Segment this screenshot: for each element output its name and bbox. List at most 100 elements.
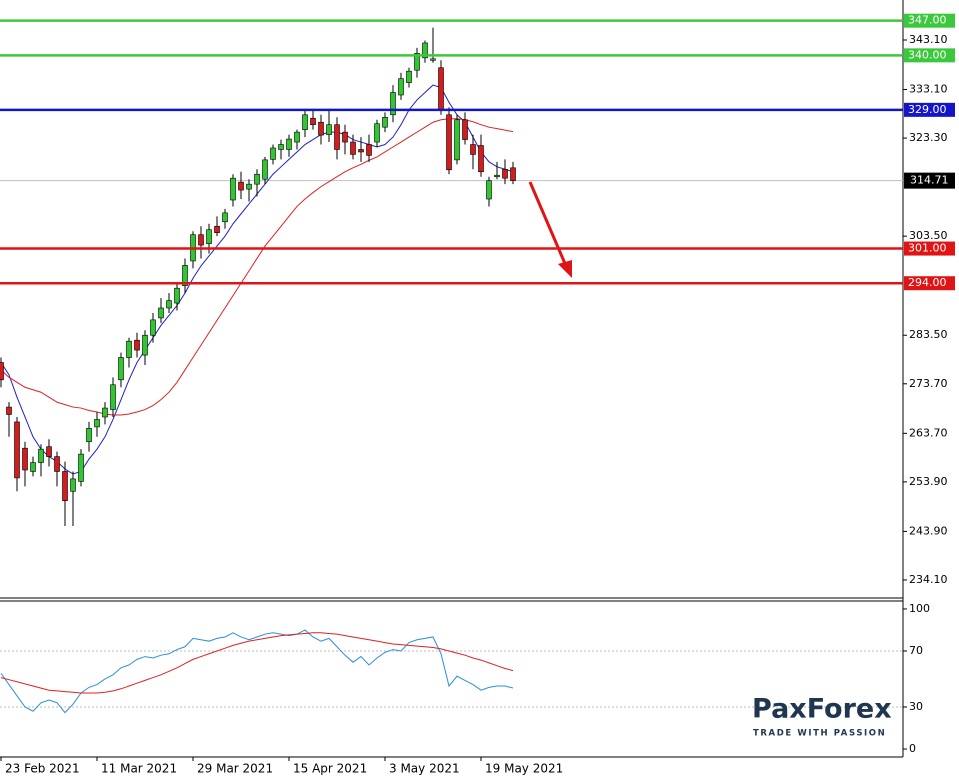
level-label-box xyxy=(904,102,955,117)
candle-body xyxy=(334,124,340,150)
candle-body xyxy=(318,121,324,136)
candle-body xyxy=(174,287,180,304)
candle-body xyxy=(150,319,156,336)
candle-body xyxy=(462,119,468,140)
arrow-shaft xyxy=(528,181,568,267)
candle-body xyxy=(270,147,276,160)
candle-body xyxy=(182,265,188,287)
candle-body xyxy=(342,131,348,143)
y-tick-label: 283.50 xyxy=(909,328,948,341)
candle-body xyxy=(78,453,84,482)
y-tick-label: 0 xyxy=(909,742,916,755)
last-price-box xyxy=(904,172,955,189)
candle-body xyxy=(102,407,108,418)
candle-body xyxy=(166,300,172,309)
candle-body xyxy=(0,362,4,381)
level-label-box xyxy=(904,48,955,63)
candle-body xyxy=(214,225,220,233)
candle-body xyxy=(62,471,68,501)
x-tick-label: 15 Apr 2021 xyxy=(293,762,367,776)
y-tick-label: 343.10 xyxy=(909,33,948,46)
candle-body xyxy=(246,183,252,190)
oscillator-line xyxy=(0,629,514,714)
candle-body xyxy=(254,173,260,185)
candle-body xyxy=(486,180,492,200)
candle-body xyxy=(502,168,508,179)
candle-body xyxy=(30,462,36,472)
candle-body xyxy=(158,307,164,319)
candle-body xyxy=(350,141,356,155)
candle-body xyxy=(430,58,436,61)
candle-body xyxy=(134,339,140,351)
candle-body xyxy=(382,116,388,128)
candle-body xyxy=(310,117,316,126)
candle-body xyxy=(206,229,212,244)
candle-body xyxy=(390,92,396,116)
candle-body xyxy=(118,357,124,381)
x-tick-label: 3 May 2021 xyxy=(389,762,460,776)
y-tick-label: 323.30 xyxy=(909,131,948,144)
candle-body xyxy=(142,334,148,356)
level-label-box xyxy=(904,13,955,28)
candle-body xyxy=(126,340,132,358)
candle-body xyxy=(454,119,460,161)
candle-body xyxy=(358,149,364,153)
x-tick-label: 11 Mar 2021 xyxy=(101,762,177,776)
last-price-label: 314.71 xyxy=(910,174,949,187)
y-tick-label: 273.70 xyxy=(909,377,948,390)
candle-body xyxy=(446,114,452,171)
candle-body xyxy=(294,131,300,143)
candle-body xyxy=(286,138,292,150)
candle-body xyxy=(110,384,116,410)
candle-body xyxy=(230,177,236,201)
y-tick-label: 100 xyxy=(909,602,930,615)
candle-body xyxy=(414,53,420,71)
candle-body xyxy=(46,446,52,457)
candle-body xyxy=(14,421,20,479)
level-label: 340.00 xyxy=(908,48,947,61)
candle-body xyxy=(478,145,484,173)
candle-body xyxy=(278,144,284,150)
candle-body xyxy=(94,419,100,428)
y-tick-label: 253.90 xyxy=(909,475,948,488)
candle-body xyxy=(86,428,92,443)
candle-body xyxy=(422,42,428,59)
candle-body xyxy=(238,181,244,191)
candle-body xyxy=(398,78,404,96)
x-tick-label: 29 Mar 2021 xyxy=(197,762,273,776)
candle-body xyxy=(326,124,332,135)
logo-name: PaxForex xyxy=(752,694,892,725)
x-tick-label: 19 May 2021 xyxy=(485,762,563,776)
y-tick-label: 333.10 xyxy=(909,83,948,96)
candle-body xyxy=(438,67,444,111)
candle-body xyxy=(374,123,380,143)
y-tick-label: 30 xyxy=(909,700,923,713)
arrow-head xyxy=(558,260,572,278)
candle-body xyxy=(470,144,476,155)
y-tick-label: 303.50 xyxy=(909,229,948,242)
candle-body xyxy=(38,448,44,463)
candle-body xyxy=(222,212,228,223)
level-label: 294.00 xyxy=(908,276,947,289)
moving-average xyxy=(0,118,514,416)
candle-body xyxy=(366,144,372,156)
candle-body xyxy=(54,456,60,472)
candle-body xyxy=(262,159,268,180)
candle-body xyxy=(6,406,12,415)
level-label: 347.00 xyxy=(908,14,947,27)
logo: PaxForex TRADE WITH PASSION xyxy=(752,694,892,739)
candle-body xyxy=(510,167,516,181)
y-tick-label: 70 xyxy=(909,644,923,657)
x-tick-label: 23 Feb 2021 xyxy=(5,762,80,776)
level-label-box xyxy=(904,276,955,291)
y-tick-label: 263.70 xyxy=(909,426,948,439)
level-label: 301.00 xyxy=(908,242,947,255)
candle-body xyxy=(198,234,204,246)
level-label: 329.00 xyxy=(908,103,947,116)
candle-body xyxy=(70,478,76,492)
trend-arrow xyxy=(528,181,572,278)
y-tick-label: 234.10 xyxy=(909,573,948,586)
